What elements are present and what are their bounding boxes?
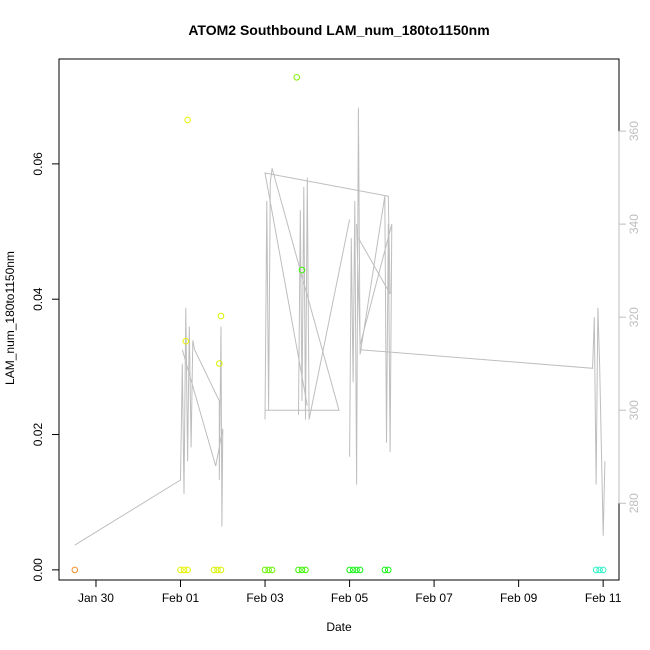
line-segment-0 xyxy=(74,307,224,546)
data-point xyxy=(214,566,221,574)
x-tick-label: Feb 09 xyxy=(500,591,538,605)
data-point xyxy=(184,116,191,124)
data-point xyxy=(293,74,301,81)
data-point xyxy=(599,566,607,574)
data-point xyxy=(385,566,392,574)
x-tick-label: Feb 05 xyxy=(331,591,369,605)
data-point xyxy=(217,566,225,574)
data-point xyxy=(261,566,269,574)
y2-axis: 280 300 320 340 360 xyxy=(618,121,641,513)
line-segment-1 xyxy=(264,168,340,420)
line-segment-2 xyxy=(298,177,351,420)
x-tick-label: Feb 07 xyxy=(415,591,453,605)
line-segment-5 xyxy=(360,307,606,536)
x-tick-label: Feb 11 xyxy=(585,591,622,605)
data-point xyxy=(265,566,272,574)
x-tick-label: Feb 03 xyxy=(246,591,284,605)
x-axis-label: Date xyxy=(326,620,352,634)
y2-tick-label: 320 xyxy=(627,307,641,327)
data-point xyxy=(592,566,600,574)
data-point xyxy=(596,566,603,574)
x-tick-label: Feb 01 xyxy=(162,591,200,605)
data-point xyxy=(180,566,188,574)
data-point xyxy=(346,566,353,574)
data-point xyxy=(302,566,309,574)
x-axis: Jan 30 Feb 01 Feb 03 Feb 05 Feb 07 Feb 09 Feb … xyxy=(78,579,622,605)
data-point xyxy=(381,566,389,574)
data-point xyxy=(216,360,223,367)
point-layer xyxy=(71,74,607,574)
y2-tick-label: 360 xyxy=(627,121,641,141)
line-segment-3 xyxy=(349,107,393,485)
y2-tick-label: 300 xyxy=(627,400,641,420)
data-point xyxy=(184,566,191,574)
data-point xyxy=(210,566,218,574)
data-point xyxy=(353,566,360,574)
y2-tick-label: 340 xyxy=(627,214,641,234)
y-tick-label: 0.06 xyxy=(31,152,45,176)
y2-tick-label: 280 xyxy=(627,493,641,513)
y-tick-label: 0.02 xyxy=(31,423,45,447)
data-point xyxy=(177,566,184,574)
data-point xyxy=(298,266,306,274)
line-series-layer xyxy=(74,107,606,546)
y-axis-label: LAM_num_180to1150nm xyxy=(3,251,17,385)
y-tick-label: 0.04 xyxy=(31,287,45,311)
data-point xyxy=(349,566,357,574)
data-point xyxy=(182,337,190,345)
data-point xyxy=(217,312,225,320)
chart-title: ATOM2 Southbound LAM_num_180to1150nm xyxy=(188,22,489,38)
line-segment-4 xyxy=(264,172,391,406)
x-tick-label: Jan 30 xyxy=(78,591,114,605)
data-point xyxy=(71,566,79,574)
data-point xyxy=(295,566,302,574)
data-point xyxy=(356,566,364,574)
data-point xyxy=(298,566,306,574)
y-tick-label: 0.00 xyxy=(31,558,45,582)
data-point xyxy=(268,566,276,574)
y-axis: 0.00 0.02 0.04 0.06 xyxy=(31,152,60,582)
